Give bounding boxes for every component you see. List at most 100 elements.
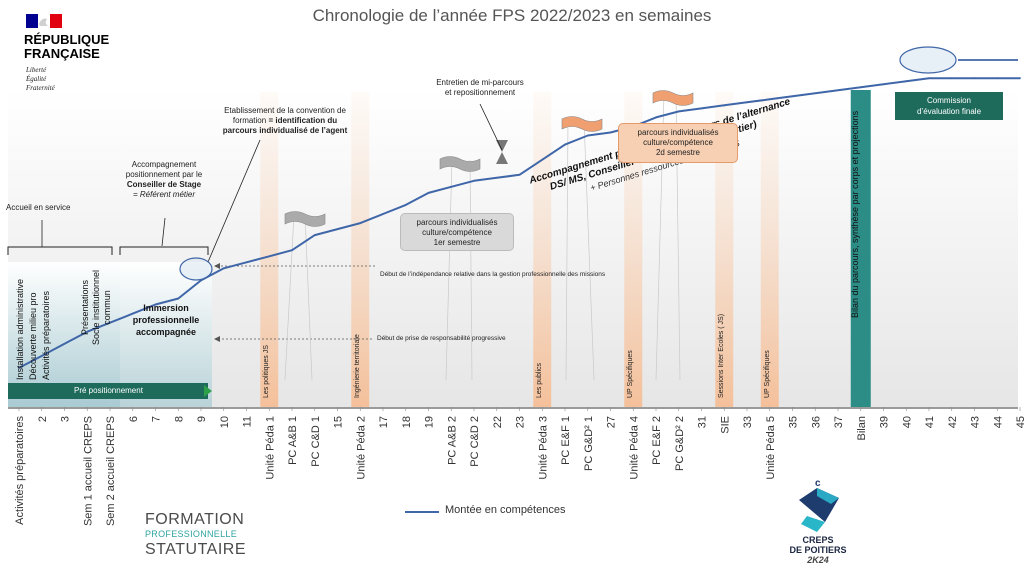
series-point-4 xyxy=(109,321,111,324)
box-parcours-semestre2: parcours individualisés culture/compéten… xyxy=(618,123,738,163)
bracket-immersion xyxy=(119,246,209,255)
x-tick-label-43: 44 xyxy=(992,416,1004,428)
republique-name-line2: FRANÇAISE xyxy=(24,46,100,61)
motto-fraternite: Fraternité xyxy=(26,84,55,92)
s1-line3: 1er semestre xyxy=(433,238,481,247)
annotation-independance: Début de l’indépendance relative dans la… xyxy=(380,271,606,278)
series-point-26 xyxy=(609,131,612,134)
series-point-13 xyxy=(313,234,316,237)
installation-line2: Découverte milieu pro xyxy=(28,292,38,380)
band-label-6: UP Spécifiques xyxy=(763,350,771,398)
creps-logo-icon: c xyxy=(799,478,839,532)
x-tick-label-5: 6 xyxy=(128,416,140,422)
series-point-1 xyxy=(40,354,43,357)
immersion-line1: Immersion xyxy=(143,303,189,313)
dash-independance-head xyxy=(214,263,220,269)
republique-name-line1: RÉPUBLIQUE xyxy=(24,32,110,47)
marker-leader-4 xyxy=(565,119,569,381)
x-tick-label-29: PC G&D² 2 xyxy=(674,416,686,471)
commission-line1: Commission xyxy=(926,96,971,105)
series-point-38 xyxy=(882,83,885,86)
x-tick-label-15: Unité Péda 2 xyxy=(355,416,367,480)
series-point-6 xyxy=(154,303,157,306)
ellipse-start-immersion xyxy=(179,257,213,281)
series-point-30 xyxy=(700,107,703,110)
x-tick-label-40: 41 xyxy=(924,416,936,428)
series-point-20 xyxy=(473,179,475,182)
series-point-5 xyxy=(131,312,134,315)
series-point-41 xyxy=(950,77,953,80)
x-tick-label-18: 19 xyxy=(424,416,436,428)
band-label-3: Les publics xyxy=(536,362,544,398)
orange-band-2 xyxy=(351,92,370,407)
s1-line1: parcours individualisés xyxy=(416,218,498,227)
x-tick-label-14: 15 xyxy=(333,416,345,428)
fps-line2: PROFESSIONNELLE xyxy=(145,529,238,539)
flag-marker-1 xyxy=(284,211,326,227)
series-point-9 xyxy=(222,267,225,270)
series-point-33 xyxy=(768,98,771,101)
commission-line2: d’évaluation finale xyxy=(916,107,982,116)
svg-text:c: c xyxy=(815,478,821,489)
x-tick-label-33: Unité Péda 5 xyxy=(765,416,777,480)
series-point-28 xyxy=(655,116,657,119)
x-axis-line xyxy=(8,407,1018,409)
series-point-10 xyxy=(245,261,248,264)
series-point-32 xyxy=(746,101,748,104)
fps-logo: FORMATION PROFESSIONNELLE STATUTAIRE xyxy=(145,512,246,558)
hourglass-bottom xyxy=(496,152,508,164)
zone-immersion xyxy=(120,262,212,407)
x-tick-label-31: SIE xyxy=(719,416,731,434)
x-tick-label-35: 36 xyxy=(810,416,822,428)
convention-line2b: = identification du xyxy=(268,116,338,125)
axis-layer: Activités préparatoires 2 3 Sem 1 accueil C… xyxy=(8,93,1024,526)
x-tick-label-7: 8 xyxy=(173,416,185,422)
x-tick-label-30: 31 xyxy=(697,416,709,428)
x-tick-label-28: PC E&F 2 xyxy=(651,416,663,465)
annotation-accompagnement: Accompagnement positionnement par le Con… xyxy=(112,160,216,200)
series-point-18 xyxy=(427,191,430,194)
x-tick-label-36: 37 xyxy=(833,416,845,428)
installation-line3: Activités préparatoires xyxy=(41,290,51,380)
series-point-2 xyxy=(63,342,66,345)
orange-band-4 xyxy=(624,92,643,407)
band-label-1: Les politiques JS xyxy=(263,345,271,398)
convention-line1: Etablissement de la convention de xyxy=(224,106,346,115)
x-tick-label-38: 39 xyxy=(879,416,891,428)
x-tick-label-19: PC A&B 2 xyxy=(446,416,458,465)
presentations-line3: commun xyxy=(102,290,112,325)
marker-layer xyxy=(179,46,1018,281)
republique-name: RÉPUBLIQUE FRANÇAISE xyxy=(24,33,109,61)
dash-responsabilite-head xyxy=(214,336,220,342)
s1-line2: culture/compétence xyxy=(422,228,492,237)
series-point-35 xyxy=(814,92,817,95)
accompagnement-line2: positionnement par le xyxy=(125,170,203,179)
series-point-21 xyxy=(495,176,498,179)
series-point-44 xyxy=(1019,77,1021,80)
convention-line3: parcours individualisé de l’agent xyxy=(222,126,348,135)
x-tick-label-27: Unité Péda 4 xyxy=(628,416,640,480)
band-label-4: UP Spécifiques xyxy=(627,350,635,398)
ellipse-commission xyxy=(899,46,957,74)
x-tick-label-41: 42 xyxy=(947,416,959,428)
leader-accompagnement xyxy=(161,217,166,247)
x-tick-label-25: PC G&D² 1 xyxy=(583,416,595,471)
x-tick-label-8: 9 xyxy=(196,416,208,422)
marianne-flag-logo xyxy=(26,14,62,28)
series-point-36 xyxy=(837,89,839,92)
orange-band-5 xyxy=(715,92,734,407)
leader-entretien xyxy=(479,103,503,151)
x-tick-label-13: PC C&D 1 xyxy=(310,416,322,467)
creps-line1: CREPS xyxy=(802,535,834,545)
zone-accueil xyxy=(8,262,120,407)
x-tick-label-32: 33 xyxy=(742,416,754,428)
s2-line2: culture/compétence xyxy=(643,138,713,147)
installation-line1: Installation administrative xyxy=(15,278,25,380)
series-point-24 xyxy=(564,143,566,146)
x-tick-label-6: 7 xyxy=(151,416,163,422)
creps-logo-text: CREPS DE POITIERS 2K24 xyxy=(788,535,848,565)
marker-leader-2 xyxy=(445,159,453,381)
orange-band-1 xyxy=(260,92,279,407)
